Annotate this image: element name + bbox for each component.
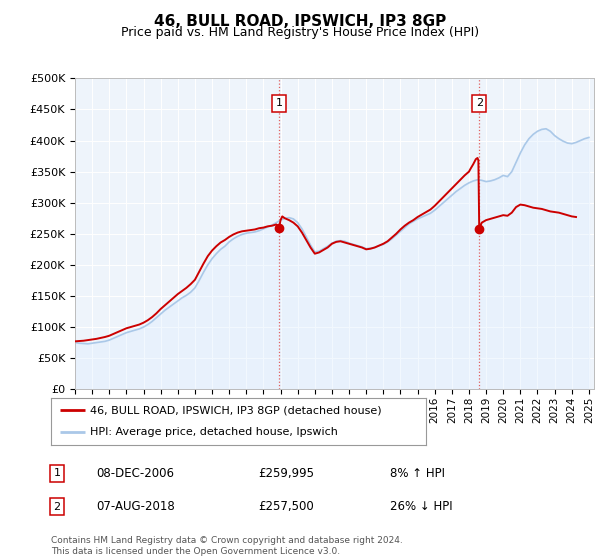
Text: 1: 1 — [53, 468, 61, 478]
Text: 1: 1 — [275, 98, 283, 108]
Text: Price paid vs. HM Land Registry's House Price Index (HPI): Price paid vs. HM Land Registry's House … — [121, 26, 479, 39]
Text: HPI: Average price, detached house, Ipswich: HPI: Average price, detached house, Ipsw… — [91, 427, 338, 437]
Text: 8% ↑ HPI: 8% ↑ HPI — [390, 466, 445, 480]
Text: 46, BULL ROAD, IPSWICH, IP3 8GP: 46, BULL ROAD, IPSWICH, IP3 8GP — [154, 14, 446, 29]
Text: 46, BULL ROAD, IPSWICH, IP3 8GP (detached house): 46, BULL ROAD, IPSWICH, IP3 8GP (detache… — [91, 405, 382, 416]
Text: £257,500: £257,500 — [258, 500, 314, 514]
Text: 26% ↓ HPI: 26% ↓ HPI — [390, 500, 452, 514]
Text: 07-AUG-2018: 07-AUG-2018 — [96, 500, 175, 514]
Text: £259,995: £259,995 — [258, 466, 314, 480]
Text: 2: 2 — [53, 502, 61, 512]
Text: Contains HM Land Registry data © Crown copyright and database right 2024.
This d: Contains HM Land Registry data © Crown c… — [51, 536, 403, 556]
Text: 08-DEC-2006: 08-DEC-2006 — [96, 466, 174, 480]
Text: 2: 2 — [476, 98, 483, 108]
